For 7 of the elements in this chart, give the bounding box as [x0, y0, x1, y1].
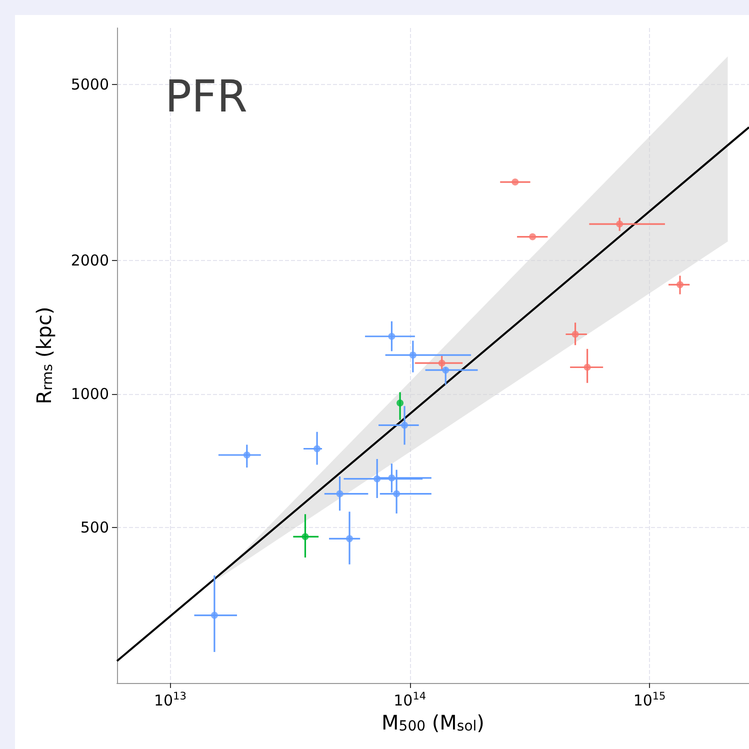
y-tick-label: 500 [80, 518, 109, 537]
y-tick-label: 1000 [70, 385, 109, 404]
y-axis-title: Rrms (kpc) [32, 306, 56, 404]
y-tick-label: 5000 [70, 75, 109, 94]
y-tick-label: 2000 [70, 252, 109, 270]
annotation: PFR [165, 72, 248, 122]
x-axis-title: M500 (Msol) [382, 710, 484, 735]
